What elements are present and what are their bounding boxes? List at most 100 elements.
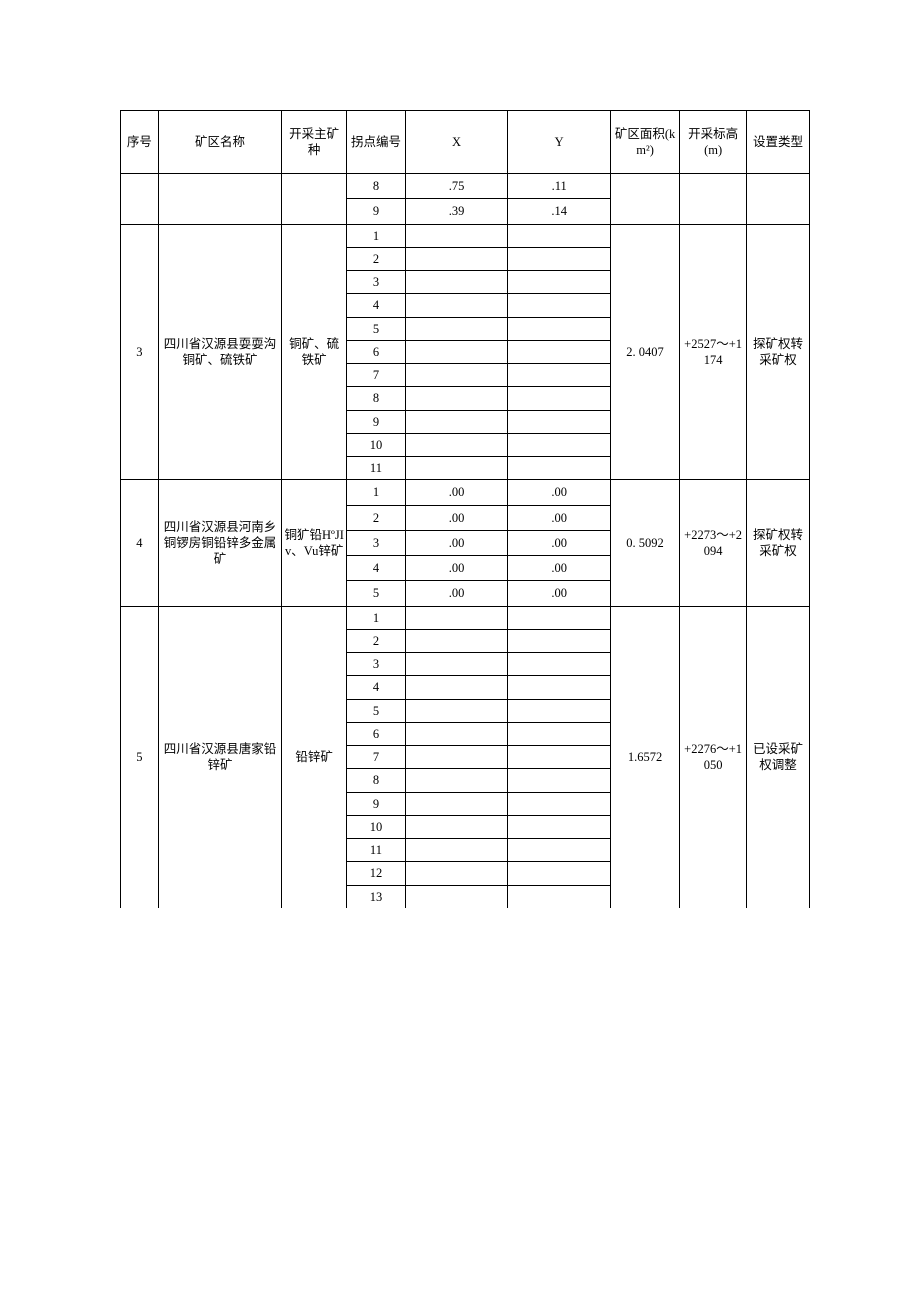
cell-x [405, 699, 508, 722]
cell-pt: 1 [347, 224, 406, 247]
cell-pt: 3 [347, 653, 406, 676]
header-x: X [405, 111, 508, 174]
cell-name [158, 174, 282, 225]
cell-x [405, 722, 508, 745]
cell-x [405, 653, 508, 676]
cell-idx: 4 [121, 480, 159, 606]
cell-area: 2. 0407 [610, 224, 679, 480]
cell-x: .00 [405, 530, 508, 555]
cell-y [508, 722, 611, 745]
table-row: 4四川省汉源县河南乡铜锣房铜铅锌多金属矿铜犷铅HºJIv、Vu锌矿1.00.00… [121, 480, 810, 505]
cell-pt: 11 [347, 457, 406, 480]
cell-idx: 3 [121, 224, 159, 480]
cell-area: 0. 5092 [610, 480, 679, 606]
cell-pt: 4 [347, 676, 406, 699]
cell-y [508, 885, 611, 908]
cell-pt: 8 [347, 387, 406, 410]
cell-x [405, 885, 508, 908]
cell-y [508, 317, 611, 340]
cell-y [508, 224, 611, 247]
cell-y: .00 [508, 480, 611, 505]
cell-y [508, 629, 611, 652]
cell-x: .00 [405, 581, 508, 606]
cell-pt: 7 [347, 364, 406, 387]
cell-y: .00 [508, 581, 611, 606]
cell-pt: 9 [347, 199, 406, 224]
cell-type: 探矿权转采矿权 [747, 480, 810, 606]
cell-pt: 4 [347, 556, 406, 581]
cell-y [508, 839, 611, 862]
cell-elev: +2273～+2094 [680, 480, 747, 606]
cell-pt: 13 [347, 885, 406, 908]
header-type: 设置类型 [747, 111, 810, 174]
cell-y [508, 340, 611, 363]
cell-x [405, 676, 508, 699]
cell-y [508, 247, 611, 270]
cell-name: 四川省汉源县耍耍沟铜矿、硫铁矿 [158, 224, 282, 480]
cell-x [405, 271, 508, 294]
cell-y [508, 862, 611, 885]
cell-x [405, 839, 508, 862]
cell-x [405, 629, 508, 652]
cell-x [405, 815, 508, 838]
cell-pt: 7 [347, 746, 406, 769]
cell-elev: +2527～+1174 [680, 224, 747, 480]
cell-y [508, 433, 611, 456]
cell-y [508, 769, 611, 792]
cell-pt: 5 [347, 581, 406, 606]
header-idx: 序号 [121, 111, 159, 174]
cell-y: .00 [508, 530, 611, 555]
cell-x: .00 [405, 505, 508, 530]
cell-y: .00 [508, 556, 611, 581]
cell-pt: 9 [347, 410, 406, 433]
cell-x [405, 364, 508, 387]
cell-pt: 12 [347, 862, 406, 885]
cell-pt: 11 [347, 839, 406, 862]
header-area: 矿区面积(km²) [610, 111, 679, 174]
header-pt: 拐点编号 [347, 111, 406, 174]
table-row: 3四川省汉源县耍耍沟铜矿、硫铁矿铜矿、硫铁矿12. 0407+2527～+117… [121, 224, 810, 247]
cell-y [508, 606, 611, 629]
cell-elev: +2276～+1050 [680, 606, 747, 908]
cell-name: 四川省汉源县河南乡铜锣房铜铅锌多金属矿 [158, 480, 282, 606]
header-y: Y [508, 111, 611, 174]
cell-pt: 3 [347, 271, 406, 294]
cell-y: .11 [508, 174, 611, 199]
cell-x [405, 746, 508, 769]
cell-y: .14 [508, 199, 611, 224]
mining-table: 序号 矿区名称 开采主矿种 拐点编号 X Y 矿区面积(km²) 开采标高(m)… [120, 110, 810, 908]
cell-pt: 2 [347, 247, 406, 270]
cell-x [405, 792, 508, 815]
cell-pt: 8 [347, 769, 406, 792]
cell-area: 1.6572 [610, 606, 679, 908]
cell-x [405, 317, 508, 340]
cell-type: 探矿权转采矿权 [747, 224, 810, 480]
cell-x [405, 457, 508, 480]
cell-x [405, 224, 508, 247]
cell-x [405, 387, 508, 410]
cell-x [405, 606, 508, 629]
cell-pt: 9 [347, 792, 406, 815]
cell-pt: 2 [347, 629, 406, 652]
cell-pt: 10 [347, 815, 406, 838]
cell-y [508, 457, 611, 480]
cell-pt: 2 [347, 505, 406, 530]
cell-y [508, 792, 611, 815]
cell-x: .39 [405, 199, 508, 224]
cell-type: 已设采矿权调整 [747, 606, 810, 908]
cell-area [610, 174, 679, 225]
header-name: 矿区名称 [158, 111, 282, 174]
cell-y [508, 699, 611, 722]
cell-x [405, 433, 508, 456]
cell-pt: 6 [347, 340, 406, 363]
cell-name: 四川省汉源县唐家铅锌矿 [158, 606, 282, 908]
cell-pt: 8 [347, 174, 406, 199]
cell-y [508, 364, 611, 387]
cell-y [508, 410, 611, 433]
cell-y: .00 [508, 505, 611, 530]
cell-x [405, 410, 508, 433]
cell-pt: 3 [347, 530, 406, 555]
table-row: 5四川省汉源县唐家铅锌矿铅锌矿11.6572+2276～+1050已设采矿权调整 [121, 606, 810, 629]
cell-x [405, 340, 508, 363]
cell-x: .00 [405, 556, 508, 581]
